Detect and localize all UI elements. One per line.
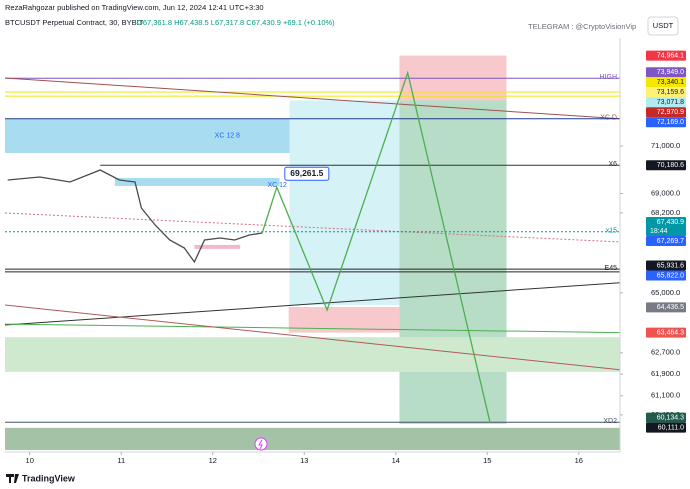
zone bbox=[5, 118, 290, 153]
line-label: X6 bbox=[608, 161, 617, 168]
price-label-box bbox=[646, 50, 686, 61]
price-label: 74,964.1 bbox=[657, 52, 684, 59]
line-label: HIGH bbox=[600, 74, 618, 81]
price-label: 64,436.5 bbox=[657, 304, 684, 311]
event-icon[interactable] bbox=[254, 437, 268, 451]
zone bbox=[289, 100, 400, 305]
ohlc: O67,361.8 H67,438.5 L67,317.8 C67,430.9 … bbox=[137, 18, 335, 27]
y-tick-label: 69,000.0 bbox=[651, 188, 680, 197]
drawing-line bbox=[4, 282, 621, 326]
price-label: 60,134.3 bbox=[657, 414, 684, 421]
price-label: 67,269.7 bbox=[657, 238, 684, 245]
price-label: 60,111.0 bbox=[658, 424, 684, 431]
price-label-box bbox=[646, 87, 686, 98]
price-label-box bbox=[646, 77, 686, 88]
currency-button[interactable] bbox=[647, 16, 679, 36]
price-label: 70,180.6 bbox=[657, 162, 684, 169]
zone bbox=[399, 100, 507, 424]
price-label-box bbox=[646, 270, 686, 281]
price-line bbox=[7, 169, 263, 264]
price-label-box bbox=[646, 260, 686, 271]
drawing-line bbox=[4, 77, 621, 120]
publisher: RezaRahgozar published on TradingView.co… bbox=[5, 3, 264, 12]
projection-path bbox=[261, 70, 491, 423]
x-tick-label: 12 bbox=[209, 456, 217, 465]
countdown: 18:44 bbox=[650, 228, 668, 235]
price-label-box bbox=[646, 422, 686, 433]
price-label-box bbox=[646, 327, 686, 338]
price-label-box bbox=[646, 302, 686, 313]
x-tick-label: 13 bbox=[300, 456, 308, 465]
zone bbox=[194, 244, 241, 249]
y-tick-label: 71,000.0 bbox=[651, 141, 680, 150]
y-tick-label: 68,200.0 bbox=[651, 208, 680, 217]
price-label: 73,949.0 bbox=[657, 69, 684, 76]
price-label: 65,931.6 bbox=[657, 262, 684, 269]
price-label-box bbox=[646, 97, 686, 108]
logo-icon bbox=[6, 474, 19, 483]
zone-label: XC 12 8 bbox=[215, 133, 240, 140]
price-label-box bbox=[646, 217, 686, 237]
y-tick-label: 61,100.0 bbox=[651, 391, 680, 400]
x-tick-label: 15 bbox=[483, 456, 491, 465]
line-label: XC D bbox=[600, 115, 617, 122]
event-bolt bbox=[258, 439, 263, 450]
x-tick-label: 10 bbox=[26, 456, 34, 465]
price-label: 72,169.0 bbox=[657, 119, 684, 126]
footer-brand: TradingView bbox=[22, 473, 76, 483]
plot-area: XC 12 8 XC 12 HIGH XC D X6 x15 E45 XD2 69,261.5 bbox=[4, 55, 621, 450]
callout-label: 69,261.5 bbox=[290, 168, 323, 178]
line-label: XD2 bbox=[603, 418, 617, 425]
y-tick-label: 62,700.0 bbox=[651, 348, 680, 357]
price-label-box bbox=[646, 236, 686, 247]
currency[interactable]: USDT bbox=[653, 21, 674, 30]
y-tick-label: 65,000.0 bbox=[651, 288, 680, 297]
x-tick-label: 11 bbox=[117, 456, 125, 465]
price-label-box bbox=[646, 412, 686, 423]
line-label: E45 bbox=[605, 265, 618, 272]
drawing-line bbox=[4, 304, 621, 371]
price-label: 67,430.9 bbox=[657, 219, 684, 226]
drawing-line bbox=[4, 212, 621, 243]
watermark: TELEGRAM : @CryptoVisionVip bbox=[528, 22, 636, 31]
price-label: 65,822.0 bbox=[657, 272, 684, 279]
price-label: 73,071.8 bbox=[657, 99, 684, 106]
y-tick-label: 61,900.0 bbox=[651, 369, 680, 378]
price-label-box bbox=[646, 107, 686, 118]
zone-label: XC 12 bbox=[267, 182, 287, 189]
callout-box bbox=[284, 166, 330, 181]
line-label: x15 bbox=[606, 228, 617, 235]
x-tick-label: 16 bbox=[575, 456, 583, 465]
price-label: 63,464.3 bbox=[657, 329, 684, 336]
zone bbox=[114, 177, 280, 186]
price-label: 73,340.1 bbox=[657, 79, 684, 86]
price-label: 72,970.9 bbox=[657, 109, 684, 116]
zone bbox=[5, 337, 620, 372]
drawing-line bbox=[4, 323, 621, 334]
x-tick-label: 14 bbox=[392, 456, 400, 465]
price-label-box bbox=[646, 160, 686, 171]
price-label-box bbox=[646, 117, 686, 128]
symbol-title: BTCUSDT Perpetual Contract, 30, BYBIT bbox=[5, 18, 144, 27]
price-label-box bbox=[646, 67, 686, 78]
price-label: 73,159.6 bbox=[657, 89, 684, 96]
zone bbox=[5, 427, 620, 450]
